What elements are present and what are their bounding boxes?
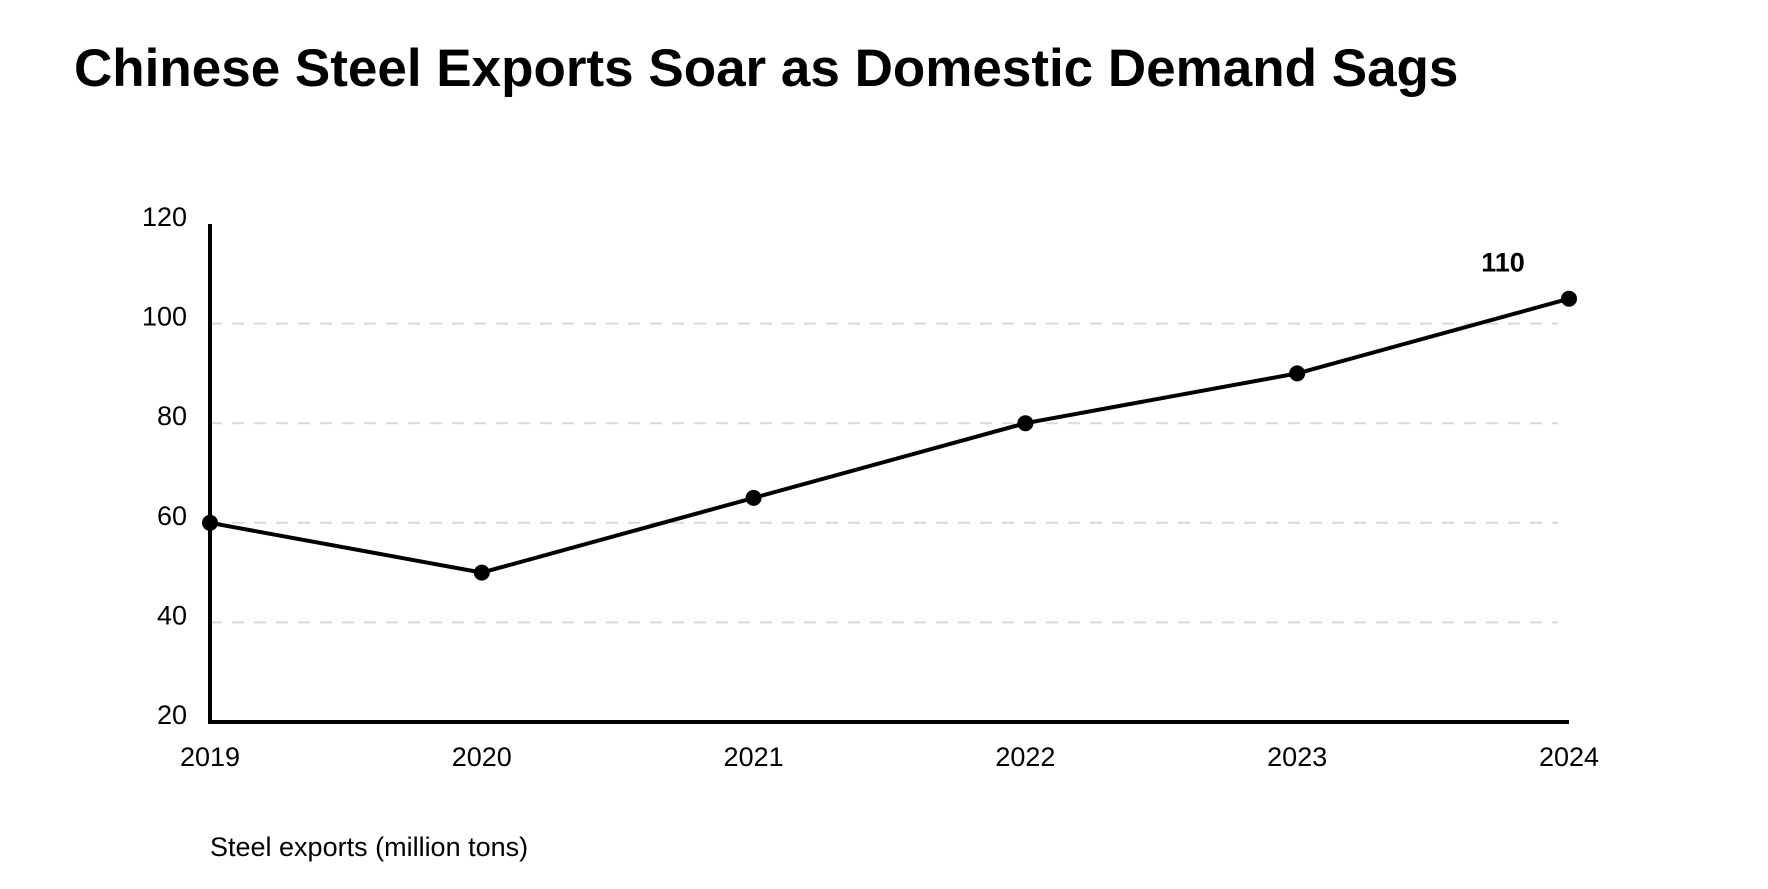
x-tick-label: 2020 <box>452 742 512 772</box>
x-tick-label: 2023 <box>1267 742 1327 772</box>
series-line <box>209 296 1570 575</box>
axis-title: Steel exports (million tons) <box>210 832 529 862</box>
chart-title: Chinese Steel Exports Soar as Domestic D… <box>74 39 1459 98</box>
data-point <box>1561 290 1577 307</box>
data-point <box>745 489 762 506</box>
x-tick-label: 2024 <box>1539 742 1599 772</box>
y-tick-label: 60 <box>157 501 187 531</box>
data-label: 110 <box>1481 248 1525 278</box>
data-point <box>473 564 490 581</box>
y-tick-label: 120 <box>142 202 187 232</box>
y-tick-label: 80 <box>157 401 187 431</box>
data-point <box>202 514 218 531</box>
y-tick-label: 100 <box>142 302 187 332</box>
x-tick-label: 2019 <box>180 742 240 772</box>
data-point <box>1289 365 1306 382</box>
y-tick-label: 40 <box>157 600 187 630</box>
data-point <box>1017 415 1034 432</box>
x-tick-label: 2022 <box>995 742 1055 772</box>
x-tick-label: 2021 <box>724 742 784 772</box>
y-tick-label: 20 <box>157 700 187 730</box>
